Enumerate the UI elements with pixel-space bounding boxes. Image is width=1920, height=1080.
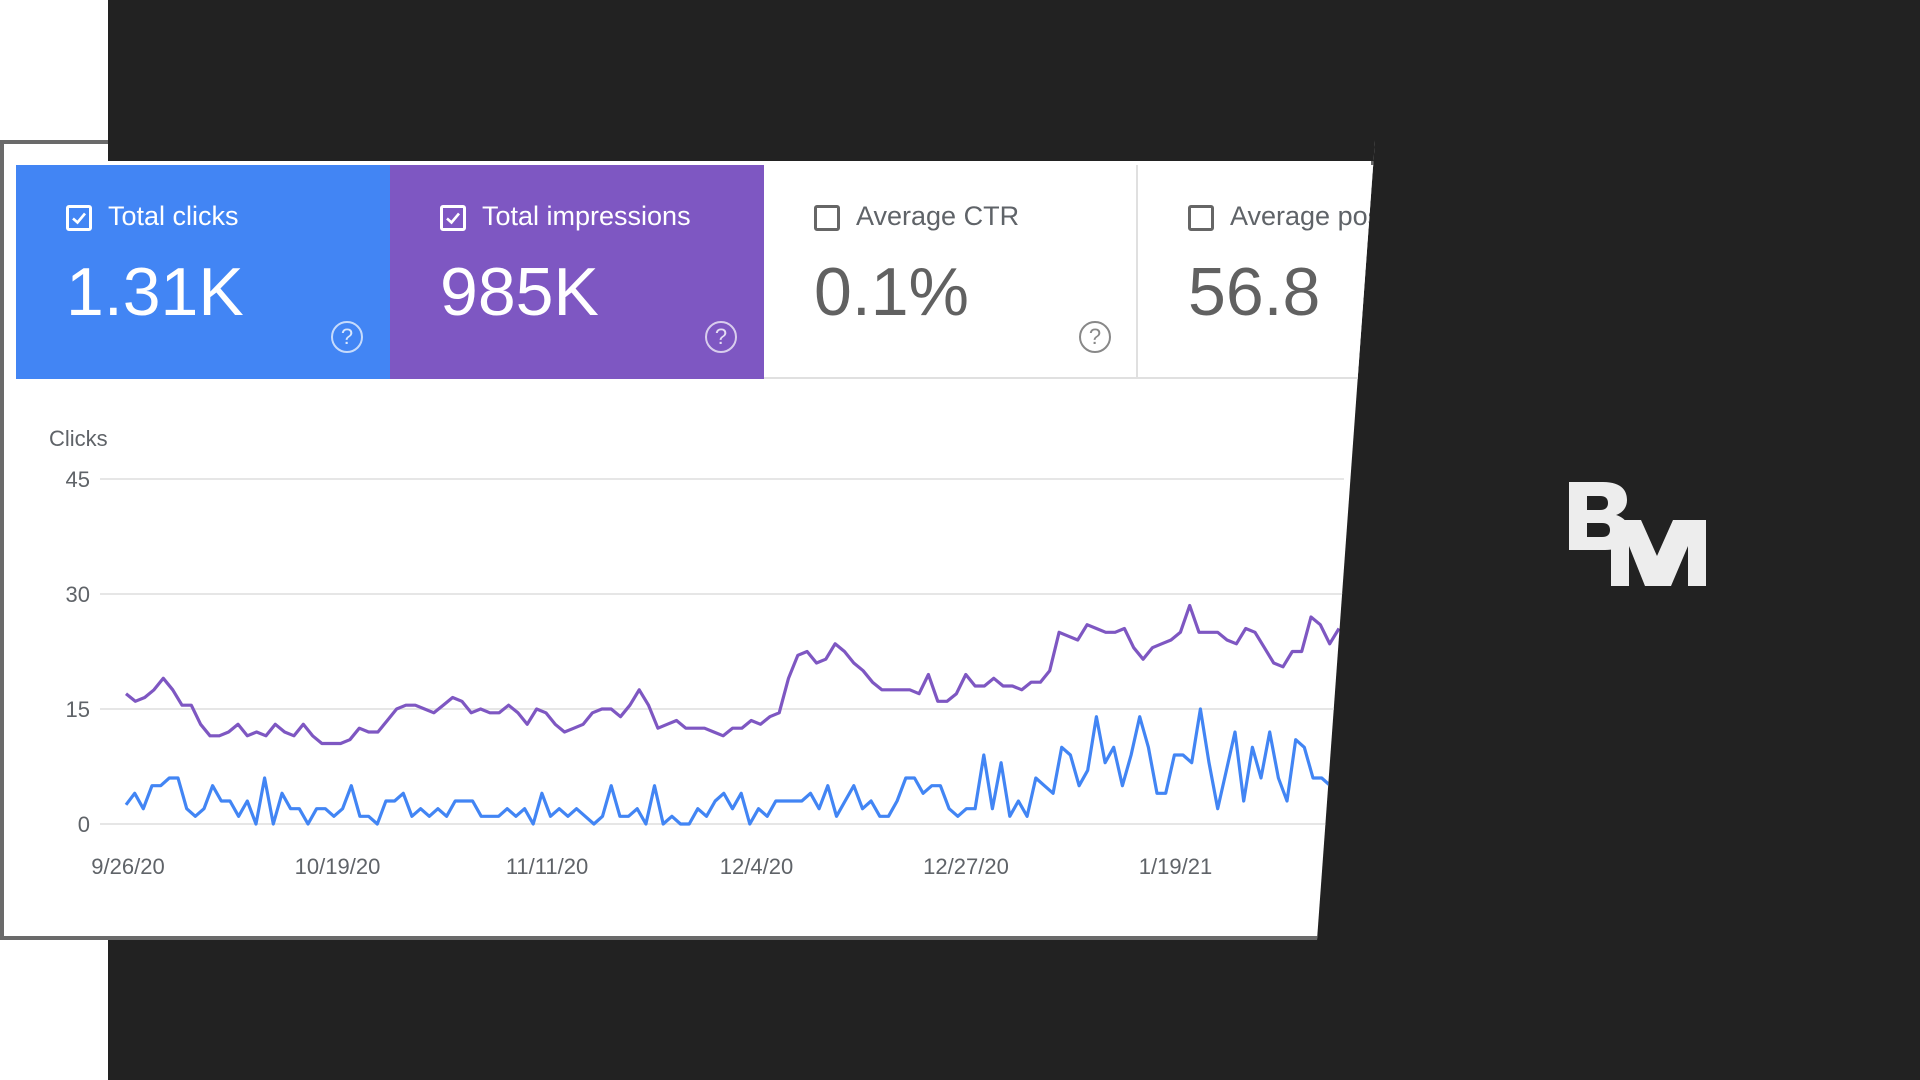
- x-tick-label: 11/11/20: [506, 854, 588, 879]
- metric-cards: Total clicks 1.31K ? Total impressions 9…: [16, 165, 1375, 379]
- help-circle-icon[interactable]: ?: [705, 321, 737, 353]
- x-tick-label: 9/26/20: [91, 854, 164, 879]
- card-label: Average CTR: [856, 201, 1020, 231]
- card-value: 56.8: [1188, 254, 1321, 330]
- card-label: Total clicks: [108, 201, 239, 231]
- checkbox-checked-icon[interactable]: [66, 205, 92, 231]
- checkbox-unchecked-icon[interactable]: [1188, 205, 1214, 231]
- x-tick-label: 12/4/20: [720, 854, 793, 879]
- series-line: [124, 707, 1340, 826]
- total-clicks-card[interactable]: Total clicks 1.31K ?: [16, 165, 390, 379]
- dark-background-strip: [108, 140, 1375, 161]
- card-value: 1.31K: [66, 254, 244, 330]
- card-value: 985K: [440, 254, 599, 330]
- y-tick-label: 30: [66, 582, 90, 607]
- performance-panel: Total clicks 1.31K ? Total impressions 9…: [0, 140, 1375, 940]
- clicks-impressions-chart: Clicks 45 30 15 09/26/20 10/19/20 11/11/20 12/4…: [49, 426, 1344, 879]
- help-circle-icon[interactable]: ?: [331, 321, 363, 353]
- x-tick-label: 10/19/20: [295, 854, 381, 879]
- y-tick-label: 15: [66, 697, 90, 722]
- search-console-screenshot: Total clicks 1.31K ? Total impressions 9…: [0, 140, 1375, 940]
- checkbox-checked-icon[interactable]: [440, 205, 466, 231]
- help-circle-icon[interactable]: ?: [1079, 321, 1111, 353]
- card-label: Average pos: [1230, 201, 1382, 231]
- checkbox-unchecked-icon[interactable]: [814, 205, 840, 231]
- card-value: 0.1%: [814, 254, 969, 330]
- average-position-card[interactable]: Average pos 56.8: [1138, 165, 1382, 379]
- total-impressions-card[interactable]: Total impressions 985K ?: [390, 165, 764, 379]
- series-line: [124, 603, 1341, 746]
- y-tick-label: 0: [78, 812, 90, 837]
- x-tick-label: 1/19/21: [1139, 854, 1212, 879]
- y-axis-title: Clicks: [49, 426, 108, 451]
- x-tick-label: 12/27/20: [923, 854, 1009, 879]
- average-ctr-card[interactable]: Average CTR 0.1% ?: [764, 165, 1138, 379]
- y-tick-label: 45: [66, 467, 90, 492]
- card-label: Total impressions: [482, 201, 691, 231]
- bm-logo: [1569, 482, 1706, 586]
